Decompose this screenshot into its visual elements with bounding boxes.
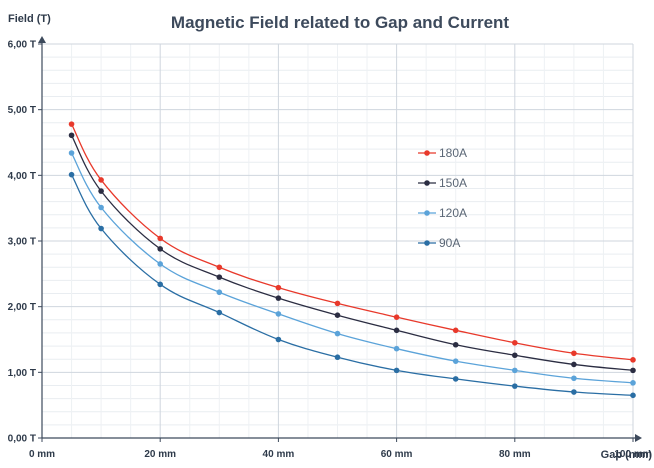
data-point-180a	[393, 314, 400, 320]
y-tick-label: 1,00 T	[8, 368, 36, 379]
data-point-90a	[630, 392, 636, 399]
data-point-150a	[512, 352, 518, 359]
series-150a	[68, 132, 636, 374]
y-tick-label: 2,00 T	[8, 302, 36, 313]
data-point-150a	[571, 361, 577, 368]
data-point-180a	[512, 339, 518, 346]
y-tick-label: 0,00 T	[8, 434, 36, 445]
data-point-90a	[571, 389, 577, 395]
legend-swatch-marker	[424, 210, 430, 216]
data-point-180a	[157, 235, 163, 242]
data-point-120a	[334, 330, 341, 337]
legend-item-90a: 90A	[418, 236, 460, 250]
legend-label: 90A	[439, 236, 460, 250]
data-point-120a	[275, 311, 282, 317]
y-tick-label: 5,00 T	[8, 105, 36, 116]
data-point-180a	[216, 264, 223, 271]
data-point-90a	[334, 354, 341, 361]
data-point-180a	[452, 327, 459, 334]
data-point-180a	[68, 121, 75, 127]
data-point-90a	[157, 281, 163, 288]
data-point-150a	[452, 341, 459, 348]
data-point-90a	[275, 336, 282, 343]
data-point-180a	[98, 177, 104, 183]
data-point-120a	[512, 367, 518, 374]
y-tick-label: 3,00 T	[8, 237, 36, 248]
series-lines	[68, 121, 636, 399]
x-tick-label: 60 mm	[381, 449, 413, 460]
legend-label: 180A	[439, 146, 467, 160]
legend: 180A 150A 120A 90A	[418, 146, 467, 250]
x-tick-label: 40 mm	[263, 449, 295, 460]
x-tick-label: 0 mm	[29, 449, 55, 460]
tick-labels: 0,00 T 1,00 T 2,00 T 3,00 T 4,00 T 5,00 T 6,00…	[8, 40, 652, 461]
axes	[38, 36, 642, 442]
data-point-90a	[452, 376, 459, 382]
y-tick-label: 4,00 T	[8, 171, 36, 182]
series-180a	[68, 121, 636, 363]
legend-item-120a: 120A	[418, 206, 467, 220]
data-point-90a	[512, 383, 518, 389]
series-line-90a	[70, 174, 634, 396]
x-axis-title: Gap (mm)	[601, 449, 653, 461]
data-point-90a	[98, 225, 104, 232]
data-point-120a	[157, 261, 163, 267]
series-90a	[68, 171, 636, 399]
y-axis-title: Field (T)	[8, 13, 51, 25]
y-tick-label: 6,00 T	[8, 40, 36, 51]
series-line-180a	[70, 123, 634, 361]
series-line-150a	[70, 134, 634, 372]
y-axis-arrow	[38, 36, 46, 43]
x-tick-label: 80 mm	[499, 449, 531, 460]
legend-swatch-marker	[424, 180, 430, 186]
data-point-150a	[630, 367, 636, 374]
gridlines	[42, 43, 634, 438]
data-point-150a	[393, 327, 400, 334]
series-line-120a	[70, 152, 634, 384]
data-point-150a	[157, 246, 163, 252]
legend-swatch-marker	[424, 150, 430, 156]
data-point-180a	[630, 357, 636, 363]
legend-label: 150A	[439, 176, 467, 190]
data-point-120a	[571, 375, 577, 382]
data-point-90a	[393, 367, 400, 374]
data-point-90a	[216, 309, 223, 316]
legend-swatch-marker	[424, 240, 430, 246]
legend-label: 120A	[439, 206, 467, 220]
data-point-150a	[275, 295, 282, 301]
data-point-120a	[98, 204, 104, 211]
data-point-150a	[216, 274, 223, 280]
data-point-180a	[571, 350, 577, 357]
data-point-180a	[275, 284, 282, 291]
data-point-150a	[98, 188, 104, 194]
data-point-120a	[630, 380, 636, 386]
legend-item-180a: 180A	[418, 146, 467, 160]
chart-title: Magnetic Field related to Gap and Curren…	[171, 13, 509, 32]
data-point-150a	[68, 132, 75, 139]
data-point-180a	[334, 300, 341, 307]
data-point-150a	[334, 312, 341, 319]
data-point-120a	[216, 289, 223, 296]
data-point-120a	[68, 150, 75, 156]
data-point-90a	[68, 171, 75, 178]
x-tick-label: 100 mm	[614, 449, 651, 460]
x-tick-label: 20 mm	[144, 449, 176, 460]
legend-item-150a: 150A	[418, 176, 467, 190]
data-point-120a	[393, 345, 400, 352]
x-axis-arrow	[635, 434, 642, 442]
series-120a	[68, 150, 636, 386]
data-point-120a	[452, 358, 459, 364]
